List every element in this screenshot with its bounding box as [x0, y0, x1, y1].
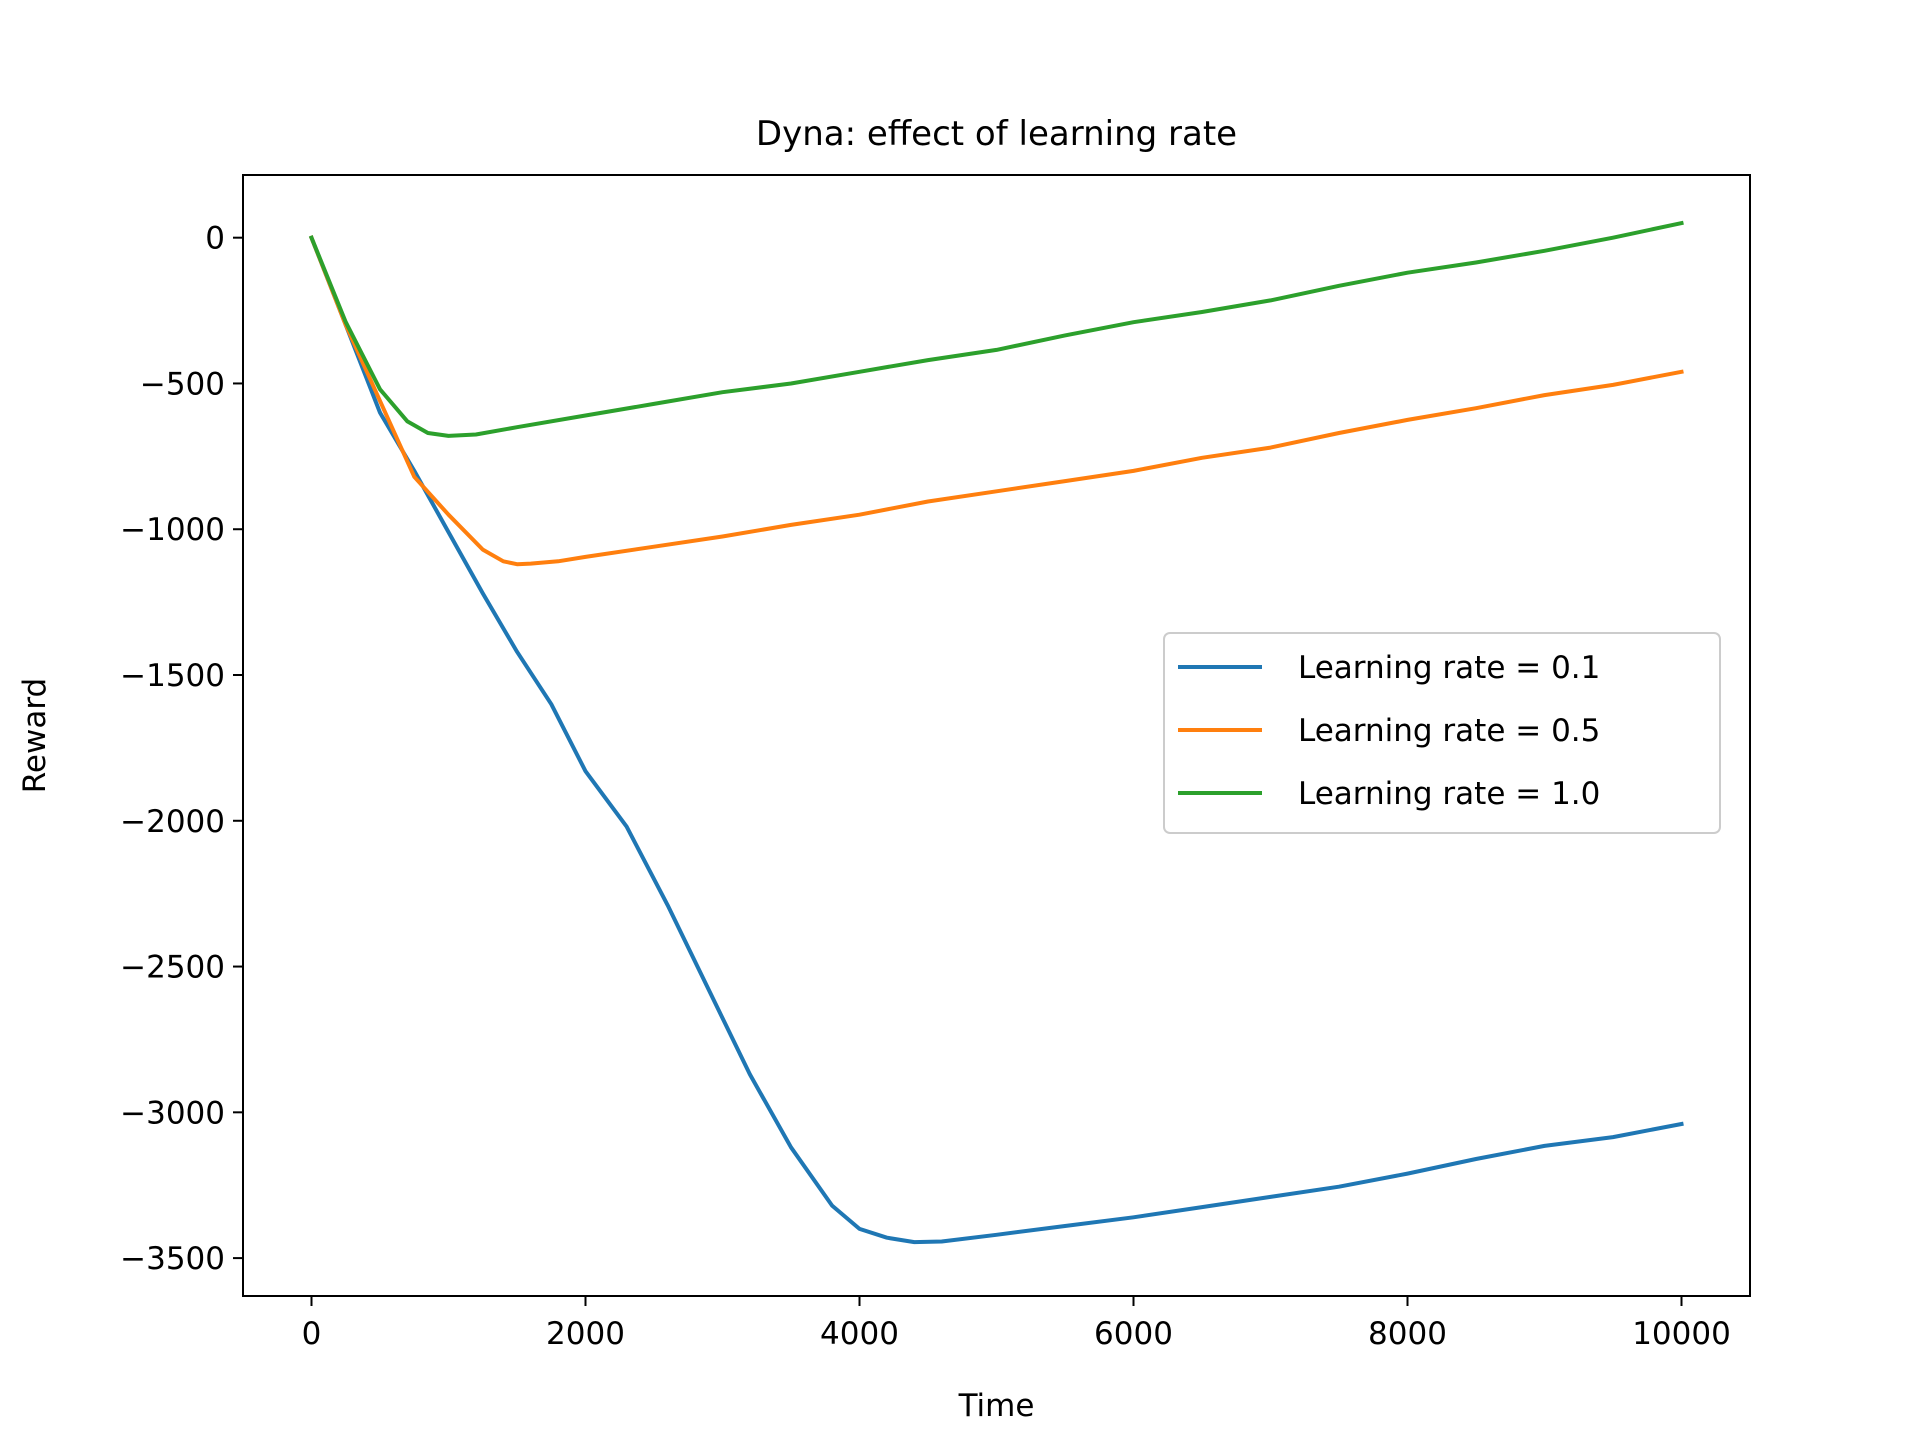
series-layer [308, 220, 1684, 1245]
legend-label-3: Learning rate = 1.0 [1298, 776, 1600, 812]
legend: Learning rate = 0.1 Learning rate = 0.5 Le… [1163, 632, 1721, 834]
chart-title: Dyna: effect of learning rate [756, 114, 1237, 154]
x-tick-label: 4000 [820, 1316, 899, 1352]
x-tick-label: 2000 [546, 1316, 625, 1352]
x-tick-label: 0 [302, 1316, 322, 1352]
y-tick-label: −500 [140, 366, 225, 402]
legend-label-2: Learning rate = 0.5 [1298, 713, 1600, 749]
y-tick-label: 0 [205, 221, 225, 257]
y-tick-label: −3500 [120, 1241, 225, 1277]
legend-box [1163, 632, 1721, 834]
x-axis: 0 2000 4000 6000 8000 10000 [302, 1296, 1731, 1352]
legend-label-1: Learning rate = 0.1 [1298, 650, 1600, 686]
y-axis: 0 −500 −1000 −1500 −2000 −2500 −3000 −3500 [120, 221, 243, 1277]
y-tick-label: −1000 [120, 512, 225, 548]
y-tick-label: −2500 [120, 950, 225, 986]
plot-frame [242, 174, 1751, 1297]
y-tick-label: −3000 [120, 1095, 225, 1131]
series-line-2 [308, 235, 1684, 567]
y-tick-label: −2000 [120, 804, 225, 840]
series-line-1 [308, 235, 1684, 1245]
x-tick-label: 8000 [1368, 1316, 1447, 1352]
y-tick-label: −1500 [120, 658, 225, 694]
y-axis-label: Reward [17, 678, 53, 793]
x-axis-label: Time [958, 1388, 1035, 1424]
x-tick-label: 10000 [1632, 1316, 1731, 1352]
series-line-3 [308, 220, 1684, 438]
x-tick-label: 6000 [1094, 1316, 1173, 1352]
